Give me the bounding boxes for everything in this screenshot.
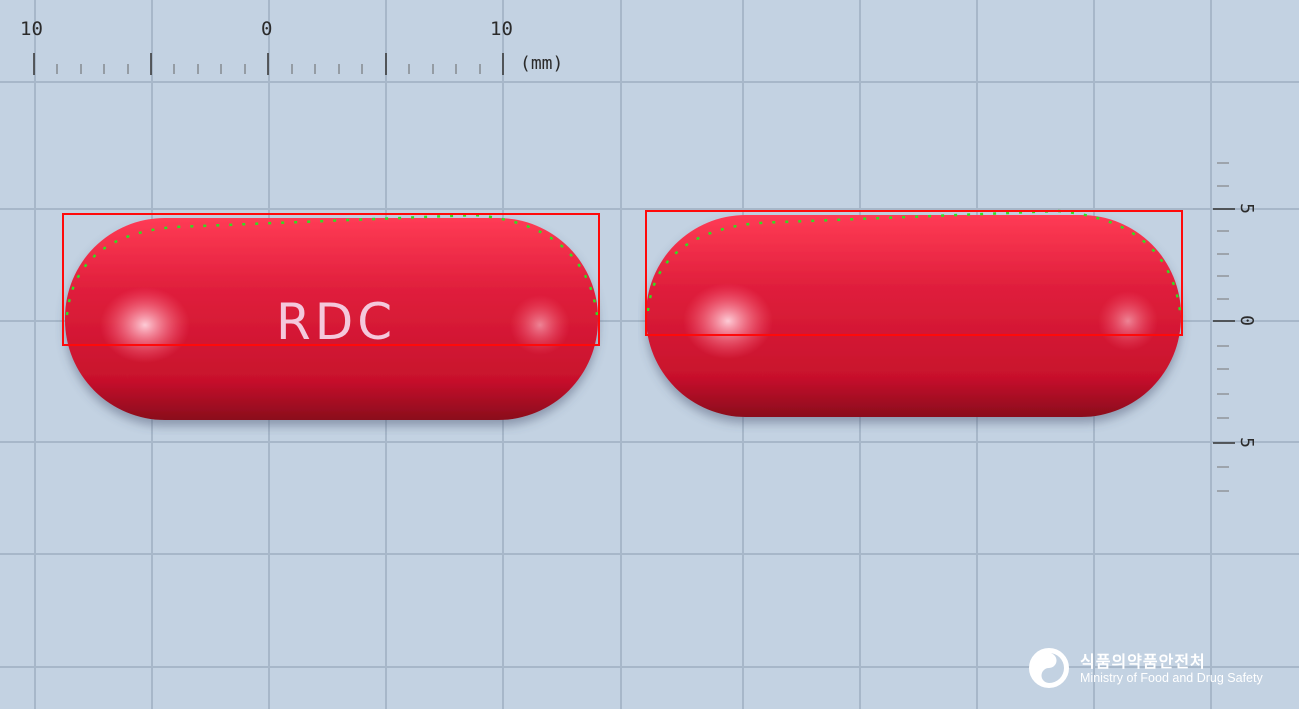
capsule-right-body — [646, 215, 1181, 417]
capsule-right-bounding-box — [645, 210, 1183, 336]
horizontal-ruler: 10 0 10 (mm) — [0, 0, 620, 82]
ruler-label-0: 0 — [261, 18, 273, 40]
ruler-unit-label: (mm) — [520, 53, 564, 74]
capsule-left-bounding-box — [62, 213, 600, 346]
ruler-ticks — [33, 53, 504, 75]
capsule-left-highlight-right — [510, 295, 570, 355]
ruler-label-left-10: 10 — [20, 18, 43, 40]
capsule-right-highlight — [683, 283, 773, 359]
vertical-label-0: 0 — [1235, 315, 1257, 326]
capsule-right-highlight-right — [1098, 291, 1158, 351]
ministry-name-english: Ministry of Food and Drug Safety — [1080, 671, 1263, 685]
vertical-label-top-5: 5 — [1235, 203, 1257, 214]
capsule-left — [65, 213, 599, 420]
vertical-label-bottom-5: 5 — [1235, 437, 1257, 448]
capsule-left-imprint: RDC — [276, 293, 397, 351]
ministry-name-korean: 식품의약품안전처 — [1080, 652, 1206, 671]
vertical-ruler-ticks — [1213, 162, 1235, 492]
capsule-right — [646, 209, 1182, 417]
ministry-logo: 식품의약품안전처 Ministry of Food and Drug Safet… — [1028, 645, 1278, 693]
vertical-ruler: 5 0 5 — [1205, 150, 1275, 510]
capsule-left-body — [65, 218, 598, 420]
ruler-label-right-10: 10 — [490, 18, 513, 40]
ministry-emblem-icon — [1029, 648, 1069, 688]
